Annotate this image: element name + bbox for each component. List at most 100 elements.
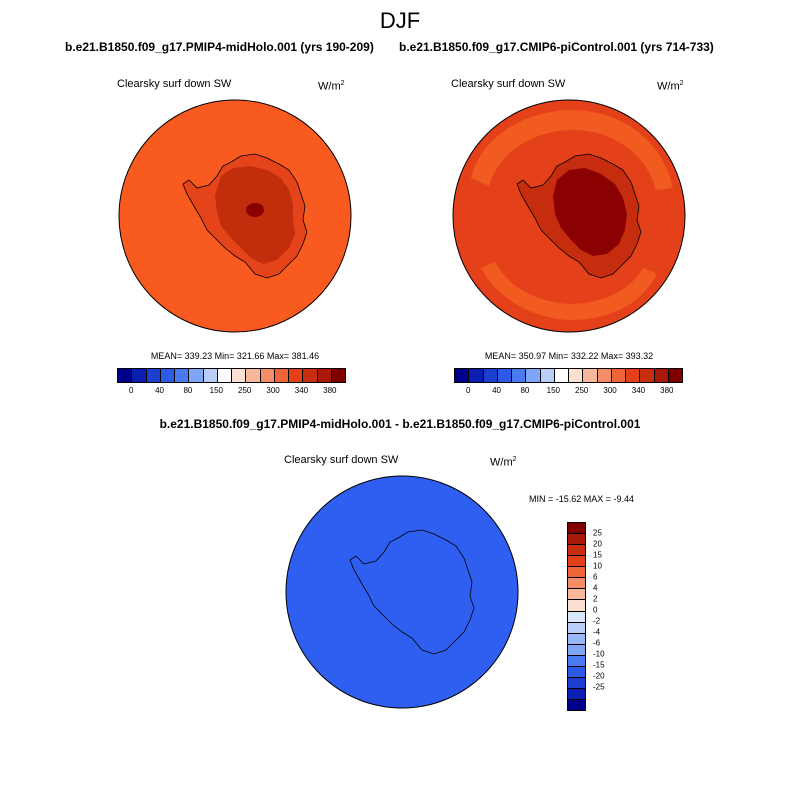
colorbar-tick-label: -4 bbox=[593, 627, 601, 637]
left-unit-label: W/m2 bbox=[318, 80, 345, 93]
diff-minmax: MIN = -15.62 MAX = -9.44 bbox=[529, 494, 635, 504]
colorbar-swatch bbox=[203, 369, 218, 382]
left-run-title: b.e21.B1850.f09_g17.PMIP4-midHolo.001 (y… bbox=[65, 40, 374, 54]
colorbar-tick-label: -10 bbox=[593, 649, 605, 659]
colorbar-swatch bbox=[189, 369, 204, 382]
difference-title: b.e21.B1850.f09_g17.PMIP4-midHolo.001 - … bbox=[159, 417, 641, 431]
colorbar-swatch bbox=[568, 556, 585, 568]
colorbar-tick-label: -15 bbox=[593, 660, 605, 670]
colorbar-tick-label: 150 bbox=[546, 386, 560, 395]
colorbar-swatch bbox=[554, 369, 569, 382]
colorbar-swatch bbox=[568, 600, 585, 612]
right-interior-field bbox=[553, 168, 627, 256]
colorbar-tick-label: 25 bbox=[593, 528, 602, 538]
colorbar-swatch bbox=[540, 369, 555, 382]
colorbar-tick-label: 20 bbox=[593, 539, 602, 549]
colorbar-swatch bbox=[568, 677, 585, 689]
left-variable-label: Clearsky surf down SW bbox=[117, 78, 232, 90]
main-title: DJF bbox=[379, 8, 421, 33]
colorbar-swatch bbox=[246, 369, 261, 382]
colorbar-swatch bbox=[568, 633, 585, 645]
colorbar-tick-label: -2 bbox=[593, 616, 601, 626]
colorbar-swatch bbox=[654, 369, 669, 382]
colorbar-tick-label: -20 bbox=[593, 671, 605, 681]
colorbar-tick-label: -6 bbox=[593, 638, 601, 648]
colorbar-tick-label: 0 bbox=[465, 386, 471, 395]
colorbar-tick-label: 4 bbox=[593, 583, 598, 593]
colorbar-swatch bbox=[118, 369, 133, 382]
left-map bbox=[118, 99, 352, 333]
colorbar-swatch bbox=[317, 369, 332, 382]
colorbar-tick-label: 380 bbox=[660, 386, 674, 395]
right-run-title: b.e21.B1850.f09_g17.CMIP6-piControl.001 … bbox=[399, 40, 714, 54]
colorbar-tick-label: 40 bbox=[492, 386, 502, 395]
colorbar-tick-label: 340 bbox=[631, 386, 646, 395]
colorbar-swatch bbox=[568, 700, 585, 711]
colorbar-swatch bbox=[569, 369, 584, 382]
colorbar-swatch bbox=[568, 644, 585, 656]
colorbar-tick-label: 40 bbox=[155, 386, 165, 395]
colorbar-tick-label: 150 bbox=[209, 386, 223, 395]
right-variable-label: Clearsky surf down SW bbox=[451, 78, 566, 90]
colorbar-tick-label: 300 bbox=[266, 386, 280, 395]
colorbar-tick-label: 80 bbox=[520, 386, 530, 395]
colorbar-tick-label: 340 bbox=[294, 386, 309, 395]
colorbar-swatch bbox=[289, 369, 304, 382]
colorbar-swatch bbox=[331, 369, 345, 382]
diff-colorbar bbox=[567, 522, 586, 711]
right-unit-label: W/m2 bbox=[657, 80, 684, 93]
left-colorbar bbox=[117, 368, 346, 383]
colorbar-swatch bbox=[568, 611, 585, 623]
colorbar-swatch bbox=[469, 369, 484, 382]
colorbar-swatch bbox=[640, 369, 655, 382]
difference-map bbox=[285, 475, 519, 709]
colorbar-swatch bbox=[568, 622, 585, 634]
left-stats: MEAN= 339.23 Min= 321.66 Max= 381.46 bbox=[150, 351, 320, 361]
colorbar-swatch bbox=[668, 369, 682, 382]
left-core-field bbox=[246, 203, 264, 217]
colorbar-tick-label: 250 bbox=[238, 386, 252, 395]
colorbar-tick-label: 250 bbox=[575, 386, 589, 395]
diff-antarctica-outline bbox=[349, 529, 475, 655]
colorbar-swatch bbox=[455, 369, 470, 382]
colorbar-swatch bbox=[568, 688, 585, 700]
colorbar-swatch bbox=[483, 369, 498, 382]
colorbar-swatch bbox=[160, 369, 175, 382]
diff-field bbox=[285, 475, 519, 709]
colorbar-swatch bbox=[146, 369, 161, 382]
colorbar-swatch bbox=[568, 666, 585, 678]
colorbar-swatch bbox=[597, 369, 612, 382]
colorbar-tick-label: 6 bbox=[593, 572, 598, 582]
diff-colorbar-ticks: 25 20 15 10 6 4 2 0 -2 -4 -6 -10 -15 -20 -25 bbox=[593, 522, 623, 709]
right-colorbar-ticks: 0 40 80 150 250 300 340 380 bbox=[454, 386, 681, 398]
colorbar-tick-label: 2 bbox=[593, 594, 598, 604]
colorbar-swatch bbox=[303, 369, 318, 382]
colorbar-swatch bbox=[260, 369, 275, 382]
right-stats: MEAN= 350.97 Min= 332.22 Max= 393.32 bbox=[484, 351, 654, 361]
colorbar-swatch bbox=[568, 534, 585, 546]
colorbar-swatch bbox=[512, 369, 527, 382]
colorbar-swatch bbox=[568, 655, 585, 667]
colorbar-swatch bbox=[497, 369, 512, 382]
right-colorbar bbox=[454, 368, 683, 383]
colorbar-swatch bbox=[568, 567, 585, 579]
colorbar-tick-label: 10 bbox=[593, 561, 602, 571]
colorbar-swatch bbox=[274, 369, 289, 382]
diff-unit-label: W/m2 bbox=[490, 456, 517, 469]
colorbar-tick-label: 0 bbox=[593, 605, 598, 615]
colorbar-swatch bbox=[626, 369, 641, 382]
colorbar-tick-label: 0 bbox=[128, 386, 134, 395]
left-colorbar-ticks: 0 40 80 150 250 300 340 380 bbox=[117, 386, 344, 398]
colorbar-swatch bbox=[132, 369, 147, 382]
colorbar-swatch bbox=[568, 578, 585, 590]
colorbar-swatch bbox=[232, 369, 247, 382]
colorbar-swatch bbox=[568, 523, 585, 535]
colorbar-tick-label: -25 bbox=[593, 682, 605, 692]
colorbar-tick-label: 300 bbox=[603, 386, 617, 395]
colorbar-swatch bbox=[175, 369, 190, 382]
colorbar-swatch bbox=[568, 545, 585, 557]
diff-variable-label: Clearsky surf down SW bbox=[284, 454, 399, 466]
colorbar-tick-label: 80 bbox=[183, 386, 193, 395]
colorbar-swatch bbox=[526, 369, 541, 382]
colorbar-tick-label: 380 bbox=[323, 386, 337, 395]
